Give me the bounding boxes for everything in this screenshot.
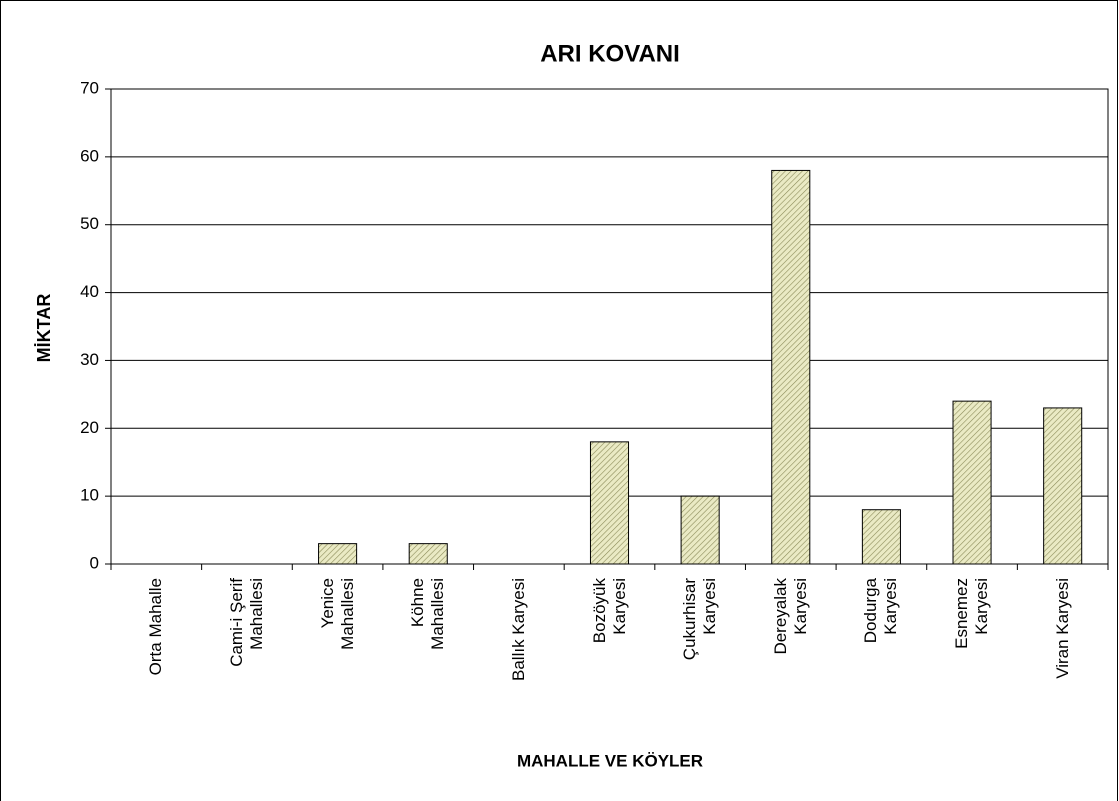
x-tick-label: Cami-i Şerif Mahallesi (226, 578, 266, 667)
y-tick-label: 30 (80, 350, 99, 369)
bar (589, 441, 630, 565)
x-tick-label: Dodurga Karyesi (861, 578, 901, 644)
bar (861, 509, 901, 565)
y-tick-label: 50 (80, 214, 99, 233)
x-tick-label: Köhne Mahallesi (408, 578, 448, 650)
x-tick-label: Esnemez Karyesi (952, 578, 992, 649)
y-tick-label: 20 (80, 418, 99, 437)
x-tick-label: Orta Mahalle (146, 578, 166, 676)
x-tick-label: Bozöyük Karyesi (589, 578, 629, 644)
x-tick-label: Çukurhisar Karyesi (680, 578, 720, 661)
bar (408, 543, 448, 565)
y-tick-label: 0 (90, 553, 99, 572)
y-axis-label: MİKTAR (34, 294, 54, 363)
x-tick-label: Ballık Karyesi (508, 578, 528, 681)
y-tick-label: 70 (80, 78, 99, 97)
bar (1043, 407, 1083, 565)
bar (771, 169, 811, 565)
bar (318, 543, 358, 565)
y-tick-label: 60 (80, 146, 99, 165)
x-tick-label: Dereyalak Karyesi (770, 578, 810, 655)
x-tick-label: Yenice Mahallesi (317, 578, 357, 650)
bar (952, 400, 992, 565)
y-tick-label: 40 (80, 282, 99, 301)
x-tick-label: Viran Karyesi (1052, 578, 1072, 679)
x-axis-label: MAHALLE VE KÖYLER (517, 751, 703, 770)
y-tick-label: 10 (80, 486, 99, 505)
chart-title: ARI KOVANI (540, 40, 680, 67)
bar (680, 495, 720, 565)
